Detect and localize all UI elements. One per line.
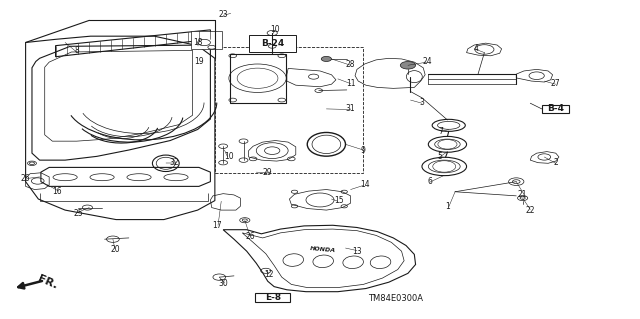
Text: 7: 7	[438, 127, 444, 136]
Text: 11: 11	[346, 79, 355, 88]
Bar	[248, 34, 296, 52]
Bar	[230, 54, 285, 103]
Text: 27: 27	[551, 79, 561, 88]
Text: 5: 5	[437, 152, 442, 161]
Text: 15: 15	[334, 196, 344, 205]
Text: 25: 25	[73, 209, 83, 218]
Text: 16: 16	[52, 187, 62, 196]
Text: 22: 22	[525, 206, 535, 215]
Text: 6: 6	[427, 177, 432, 186]
Text: 14: 14	[360, 180, 369, 189]
Text: 30: 30	[218, 279, 228, 288]
Text: 13: 13	[352, 247, 362, 256]
Text: 18: 18	[193, 38, 202, 47]
Text: 10: 10	[271, 25, 280, 34]
Text: 31: 31	[346, 104, 355, 113]
Bar	[541, 105, 568, 113]
Text: E-8: E-8	[265, 293, 281, 302]
Text: TM84E0300A: TM84E0300A	[368, 293, 422, 302]
Circle shape	[321, 56, 332, 62]
Bar	[215, 47, 363, 173]
Text: HONDA: HONDA	[310, 246, 337, 253]
Text: 2: 2	[554, 158, 558, 167]
Text: FR.: FR.	[36, 274, 60, 291]
Circle shape	[400, 62, 415, 69]
Text: B-24: B-24	[261, 39, 284, 48]
Text: 24: 24	[422, 57, 432, 66]
Text: 29: 29	[263, 168, 273, 177]
Text: 26: 26	[245, 233, 255, 241]
Text: 19: 19	[194, 57, 204, 66]
Bar	[191, 31, 222, 49]
Text: 12: 12	[264, 271, 274, 279]
Text: B-4: B-4	[547, 104, 564, 113]
Text: 21: 21	[518, 190, 527, 199]
Text: 20: 20	[110, 245, 120, 254]
Text: 23: 23	[218, 10, 228, 19]
Bar	[255, 293, 290, 302]
Text: 32: 32	[170, 158, 180, 167]
Text: 8: 8	[74, 46, 79, 55]
Text: 26: 26	[20, 174, 31, 183]
Text: 4: 4	[474, 44, 479, 53]
Text: 28: 28	[346, 60, 355, 69]
Text: 3: 3	[419, 98, 424, 107]
Text: 17: 17	[212, 221, 221, 230]
Text: 9: 9	[361, 145, 366, 154]
Text: 1: 1	[445, 203, 450, 211]
Text: 10: 10	[225, 152, 234, 161]
